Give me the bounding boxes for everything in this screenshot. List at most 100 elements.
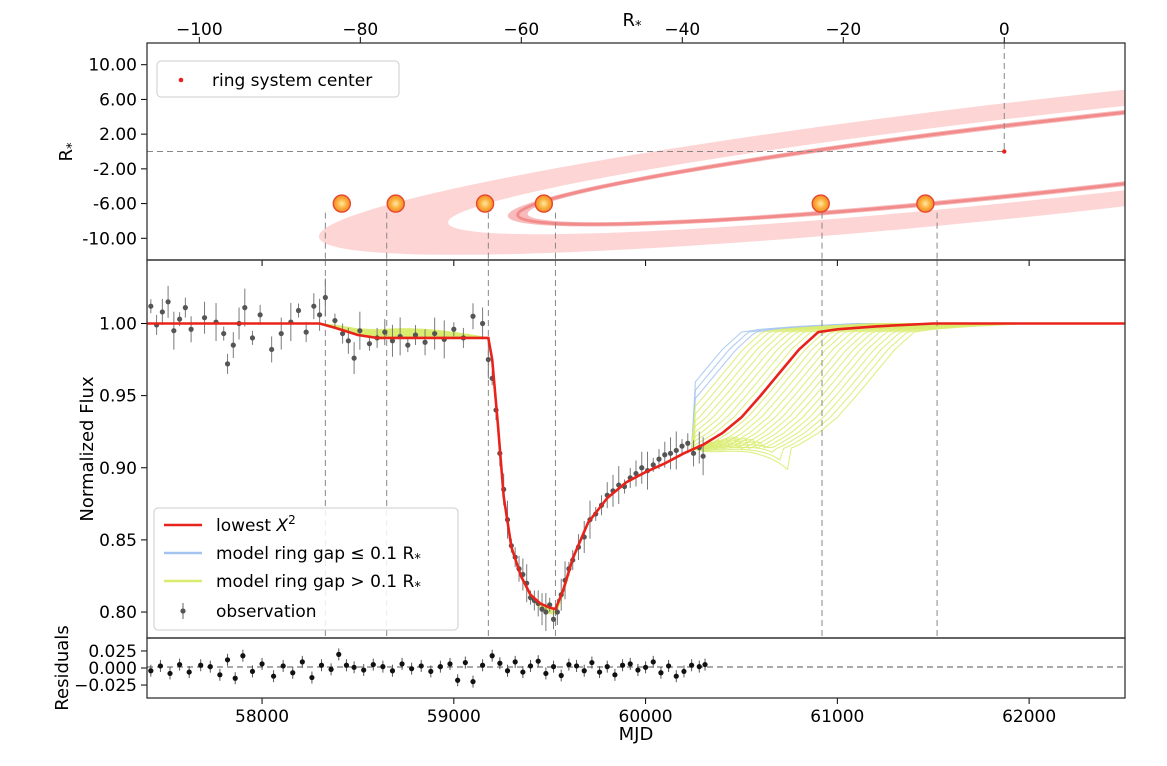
observation-point-17 bbox=[269, 346, 275, 353]
observation-point-8 bbox=[201, 315, 208, 321]
residual-point-52 bbox=[604, 664, 610, 670]
light-curve-panel: 0.80 0.85 0.90 0.95 1.00 Normalized Flux low… bbox=[77, 259, 1126, 639]
observation-point-44 bbox=[485, 356, 491, 363]
observation-point-32 bbox=[382, 329, 388, 335]
observation-point-14 bbox=[242, 305, 248, 311]
legend-label-observation: observation bbox=[216, 602, 317, 622]
residual-ytick-label-1: 0.000 bbox=[88, 659, 137, 679]
residual-point-58 bbox=[650, 659, 656, 665]
ring-line bbox=[516, 79, 1125, 226]
residual-point-32 bbox=[447, 661, 453, 667]
star-position-0 bbox=[332, 194, 351, 213]
star-position-4 bbox=[811, 194, 830, 213]
legend-label-lowest: lowest X2 bbox=[216, 513, 296, 536]
ring-system bbox=[318, 50, 1125, 255]
observation-point-18 bbox=[278, 330, 284, 337]
residual-point-19 bbox=[328, 666, 334, 672]
geometry-legend: ring system center bbox=[156, 60, 400, 98]
observation-point-82 bbox=[662, 452, 668, 458]
residual-point-65 bbox=[702, 661, 708, 668]
observation-point-29 bbox=[357, 328, 363, 334]
mjd-xtick-label-4: 62000 bbox=[1002, 707, 1056, 727]
observation-point-87 bbox=[690, 450, 697, 456]
light-curve-legend: lowest X2 model ring gap ≤ 0.1 R* model … bbox=[153, 507, 459, 631]
residual-point-55 bbox=[627, 661, 633, 667]
star-position-1 bbox=[386, 194, 405, 213]
observation-point-4 bbox=[171, 328, 177, 334]
star-position-5 bbox=[916, 194, 935, 213]
residual-point-30 bbox=[428, 668, 434, 675]
observation-point-89 bbox=[700, 453, 706, 459]
residual-point-60 bbox=[666, 663, 672, 669]
residual-point-62 bbox=[681, 668, 687, 675]
legend-label-gap-small: model ring gap ≤ 0.1 R* bbox=[216, 544, 421, 567]
residual-point-8 bbox=[224, 657, 231, 663]
residual-point-27 bbox=[399, 661, 405, 667]
residual-point-18 bbox=[318, 662, 325, 668]
observation-point-25 bbox=[332, 317, 338, 324]
residual-point-53 bbox=[612, 672, 618, 678]
residual-point-3 bbox=[177, 661, 183, 668]
observation-point-23 bbox=[316, 312, 323, 318]
residual-point-34 bbox=[462, 659, 468, 666]
residual-point-21 bbox=[343, 662, 350, 668]
geometry-ytick-label-5: -10.00 bbox=[82, 229, 137, 249]
observation-point-10 bbox=[221, 330, 227, 337]
residual-point-7 bbox=[217, 672, 223, 678]
residual-point-14 bbox=[280, 663, 286, 669]
observation-point-20 bbox=[295, 307, 302, 314]
observation-point-83 bbox=[667, 450, 674, 456]
legend-label-ring-center: ring system center bbox=[212, 71, 372, 91]
residual-point-13 bbox=[270, 673, 277, 679]
inner-ring-gap bbox=[527, 82, 1125, 223]
x-axis-title: MJD bbox=[619, 724, 654, 745]
observation-point-40 bbox=[451, 326, 457, 332]
light-curve-y-axis-title: Normalized Flux bbox=[77, 376, 98, 522]
observation-point-27 bbox=[345, 338, 351, 344]
observation-point-35 bbox=[405, 342, 411, 348]
residuals-frame bbox=[146, 637, 1126, 699]
light-curve-axes: 0.80 0.85 0.90 0.95 1.00 bbox=[99, 260, 1030, 623]
legend-swatch-observation bbox=[180, 603, 186, 619]
lowest-chi2-curve bbox=[147, 322, 1125, 611]
observation-point-5 bbox=[177, 316, 183, 322]
observation-point-2 bbox=[159, 309, 165, 315]
residual-point-48 bbox=[573, 663, 580, 669]
residual-point-35 bbox=[470, 679, 476, 685]
flux-ytick-label-3: 0.95 bbox=[99, 387, 137, 407]
residual-point-40 bbox=[512, 659, 518, 665]
observation-point-11 bbox=[224, 361, 231, 367]
top-tick-label-5: 0 bbox=[999, 20, 1010, 40]
flux-ytick-label-1: 0.85 bbox=[99, 531, 137, 551]
geometry-ytick-label-3: -2.00 bbox=[93, 160, 137, 180]
residual-point-50 bbox=[589, 659, 595, 666]
observation-point-59 bbox=[543, 609, 549, 615]
star-positions bbox=[332, 149, 1007, 213]
observation-point-42 bbox=[470, 313, 476, 319]
residual-point-12 bbox=[259, 661, 265, 667]
residual-point-47 bbox=[566, 661, 572, 668]
residual-point-64 bbox=[696, 664, 702, 670]
residual-point-0 bbox=[148, 668, 154, 674]
top-tick-label-1: −80 bbox=[342, 20, 378, 40]
residual-point-22 bbox=[351, 664, 357, 670]
residual-point-31 bbox=[437, 664, 443, 670]
observation-point-21 bbox=[303, 329, 309, 335]
residual-point-42 bbox=[527, 663, 534, 669]
residual-point-16 bbox=[299, 659, 305, 665]
geometry-guide-lines bbox=[147, 43, 1005, 260]
residual-ytick-label-0: 0.025 bbox=[88, 642, 137, 662]
residual-point-41 bbox=[520, 669, 526, 675]
residual-point-25 bbox=[380, 664, 386, 670]
observation-point-30 bbox=[366, 341, 373, 347]
legend-label-gap-large: model ring gap > 0.1 R* bbox=[216, 572, 421, 595]
observation-point-3 bbox=[165, 299, 171, 305]
residual-point-36 bbox=[479, 662, 486, 668]
observation-point-24 bbox=[322, 294, 328, 301]
observation-point-43 bbox=[479, 320, 486, 327]
observation-point-26 bbox=[340, 330, 346, 337]
residual-point-4 bbox=[186, 669, 192, 675]
residual-point-63 bbox=[689, 662, 695, 668]
